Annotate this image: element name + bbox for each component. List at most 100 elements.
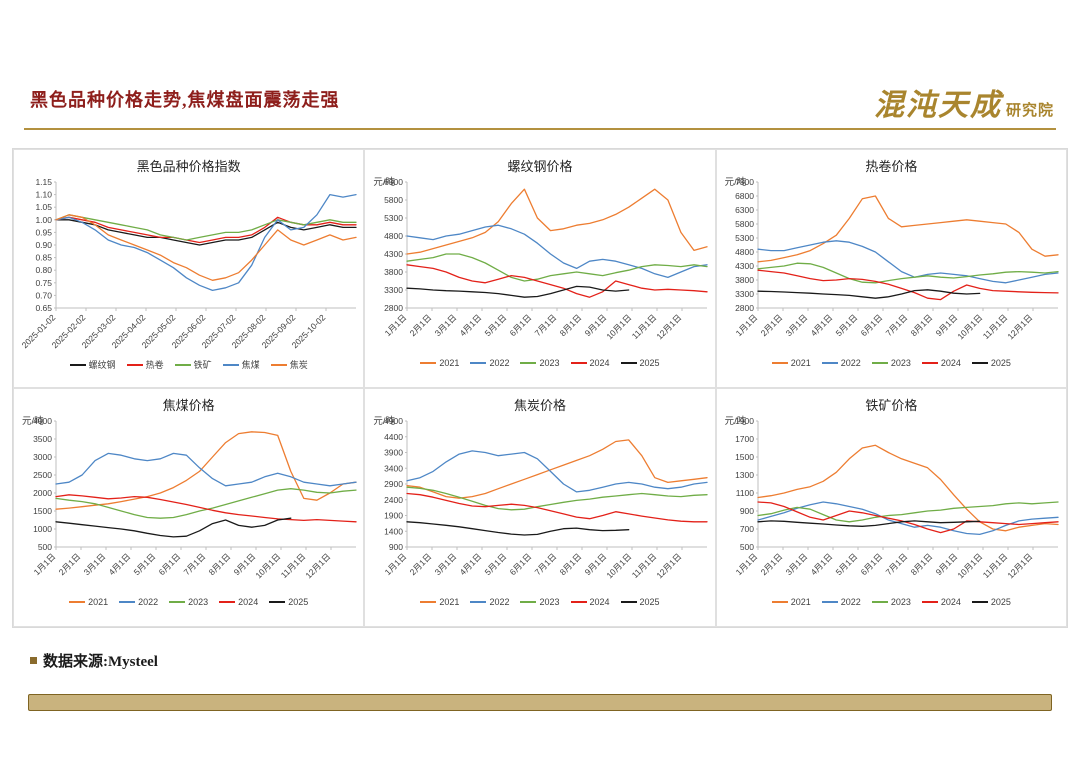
legend-item: 螺纹钢 bbox=[69, 358, 116, 371]
data-source: 数据来源:Mysteel bbox=[30, 650, 158, 671]
svg-text:500: 500 bbox=[740, 542, 754, 552]
svg-text:1月1日: 1月1日 bbox=[383, 551, 409, 577]
y-axis-unit: 元/吨 bbox=[22, 416, 44, 427]
chart-panel-rebar: 螺纹钢价格 元/吨 2800 3300 3800 4300 4800 5300 5800 63… bbox=[364, 149, 716, 388]
svg-text:5月1日: 5月1日 bbox=[483, 551, 509, 577]
svg-text:5800: 5800 bbox=[735, 219, 754, 229]
svg-text:3300: 3300 bbox=[384, 285, 403, 295]
svg-text:11月1日: 11月1日 bbox=[278, 551, 307, 580]
svg-text:5800: 5800 bbox=[384, 195, 403, 205]
legend-line-icon bbox=[222, 363, 239, 366]
legend-line-icon bbox=[620, 601, 637, 603]
legend-line-icon bbox=[971, 362, 988, 364]
legend-item: 2021 bbox=[771, 597, 811, 607]
svg-text:2800: 2800 bbox=[735, 303, 754, 313]
y-axis-unit: 元/吨 bbox=[724, 177, 747, 188]
legend-label: 热卷 bbox=[145, 360, 164, 370]
company-logo: 混沌天成 研究院 bbox=[874, 80, 1054, 124]
svg-text:8月1日: 8月1日 bbox=[206, 551, 232, 577]
svg-text:12月1日: 12月1日 bbox=[654, 551, 683, 580]
legend-line-icon bbox=[269, 601, 286, 603]
chart-legend: 2021 2022 2023 2024 2025 bbox=[365, 597, 714, 607]
svg-text:1700: 1700 bbox=[735, 434, 754, 444]
legend-label: 2025 bbox=[990, 597, 1011, 607]
y-axis-unit: 元/吨 bbox=[724, 416, 747, 427]
svg-text:8月1日: 8月1日 bbox=[909, 312, 935, 338]
legend-label: 2024 bbox=[238, 597, 259, 607]
chart-title: 螺纹钢价格 bbox=[507, 159, 573, 174]
legend-item: 2022 bbox=[470, 358, 509, 368]
legend-label: 螺纹钢 bbox=[88, 360, 116, 370]
svg-text:1300: 1300 bbox=[735, 470, 754, 480]
svg-text:11月1日: 11月1日 bbox=[981, 312, 1010, 341]
legend-item: 2025 bbox=[971, 597, 1011, 607]
legend-line-icon bbox=[971, 601, 988, 603]
chart-legend: 2021 2022 2023 2024 2025 bbox=[14, 597, 363, 607]
y-axis-unit: 元/吨 bbox=[373, 416, 395, 427]
svg-text:12月1日: 12月1日 bbox=[1006, 312, 1035, 341]
legend-label: 2021 bbox=[790, 597, 811, 607]
svg-text:7月1日: 7月1日 bbox=[533, 312, 559, 338]
legend-line-icon bbox=[771, 601, 788, 603]
chart-title: 铁矿价格 bbox=[865, 398, 918, 413]
svg-text:1100: 1100 bbox=[736, 488, 755, 498]
chart-panel-coke: 焦炭价格 元/吨 900 1400 1900 2400 2900 3400 3900 4400… bbox=[364, 388, 716, 627]
charts-grid: 黑色品种价格指数 0.65 0.70 0.75 0.80 0.85 0.90 0.95 1.0… bbox=[12, 148, 1068, 628]
svg-text:1000: 1000 bbox=[33, 524, 52, 534]
line-chart-plot: 500 1000 1500 2000 2500 3000 3500 4000 1月1日 2月1日 3… bbox=[31, 416, 357, 580]
legend-line-icon bbox=[470, 362, 487, 364]
legend-label: 2025 bbox=[288, 597, 309, 607]
chart-title: 焦煤价格 bbox=[162, 398, 215, 413]
svg-text:4800: 4800 bbox=[735, 247, 754, 257]
legend-label: 2022 bbox=[138, 597, 159, 607]
svg-text:8月1日: 8月1日 bbox=[558, 551, 584, 577]
legend-line-icon bbox=[570, 362, 587, 364]
legend-line-icon bbox=[174, 363, 191, 366]
legend-item: 焦煤 bbox=[222, 358, 260, 371]
legend-item: 铁矿 bbox=[174, 358, 212, 371]
svg-text:1900: 1900 bbox=[384, 511, 403, 521]
svg-text:3500: 3500 bbox=[33, 434, 52, 444]
legend-item: 2025 bbox=[971, 358, 1011, 368]
legend-line-icon bbox=[771, 362, 788, 364]
svg-text:11月1日: 11月1日 bbox=[630, 551, 659, 580]
page-title: 黑色品种价格走势,焦煤盘面震荡走强 bbox=[30, 90, 340, 110]
legend-label: 2025 bbox=[990, 358, 1011, 368]
svg-text:8月1日: 8月1日 bbox=[909, 551, 935, 577]
svg-text:1.05: 1.05 bbox=[35, 202, 52, 212]
legend-label: 焦煤 bbox=[241, 360, 260, 370]
svg-text:12月1日: 12月1日 bbox=[303, 551, 332, 580]
svg-text:2月1日: 2月1日 bbox=[56, 551, 82, 577]
legend-line-icon bbox=[520, 601, 537, 603]
chart-panel-price-index: 黑色品种价格指数 0.65 0.70 0.75 0.80 0.85 0.90 0.95 1.0… bbox=[13, 149, 365, 388]
legend-label: 焦炭 bbox=[289, 360, 308, 370]
legend-item: 2022 bbox=[119, 597, 158, 607]
svg-text:4900: 4900 bbox=[384, 416, 403, 426]
svg-text:3月1日: 3月1日 bbox=[81, 551, 107, 577]
chart-legend: 2021 2022 2023 2024 2025 bbox=[717, 597, 1066, 607]
svg-text:1.10: 1.10 bbox=[35, 190, 52, 200]
legend-label: 2023 bbox=[539, 358, 560, 368]
svg-text:4800: 4800 bbox=[384, 231, 403, 241]
svg-text:0.95: 0.95 bbox=[35, 227, 52, 237]
legend-line-icon bbox=[520, 362, 537, 364]
legend-label: 2023 bbox=[890, 358, 911, 368]
legend-item: 2021 bbox=[771, 358, 811, 368]
svg-text:10月1日: 10月1日 bbox=[253, 551, 282, 580]
legend-label: 2025 bbox=[639, 358, 660, 368]
legend-line-icon bbox=[119, 601, 136, 603]
svg-text:700: 700 bbox=[740, 524, 754, 534]
svg-text:5300: 5300 bbox=[735, 233, 754, 243]
legend-label: 2021 bbox=[88, 597, 109, 607]
svg-text:1月1日: 1月1日 bbox=[31, 551, 57, 577]
chart-title: 焦炭价格 bbox=[513, 398, 566, 413]
svg-text:10月1日: 10月1日 bbox=[956, 312, 985, 341]
legend-label: 2024 bbox=[589, 597, 610, 607]
legend-line-icon bbox=[270, 363, 287, 366]
svg-text:2400: 2400 bbox=[384, 495, 403, 505]
svg-text:3000: 3000 bbox=[33, 452, 52, 462]
legend-item: 2021 bbox=[69, 597, 108, 607]
legend-item: 2024 bbox=[921, 597, 961, 607]
svg-text:12月1日: 12月1日 bbox=[654, 312, 683, 341]
legend-item: 2023 bbox=[520, 358, 560, 368]
